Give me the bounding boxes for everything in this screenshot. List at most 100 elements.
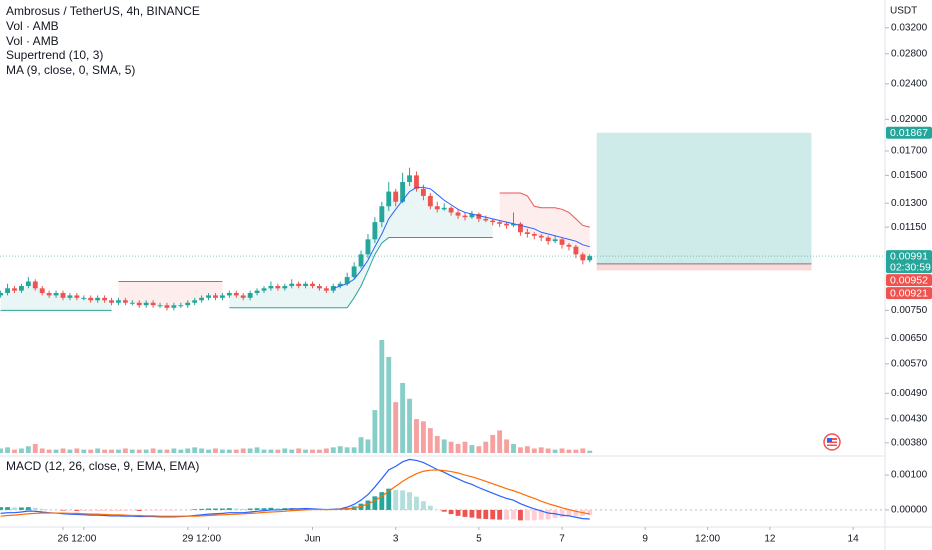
- macd-histogram-bar: [462, 509, 468, 517]
- candle-body: [74, 295, 80, 298]
- macd-histogram-bar: [393, 490, 399, 510]
- candle-body: [310, 283, 315, 287]
- macd-histogram-bar: [448, 509, 454, 515]
- macd-histogram-bar: [483, 509, 489, 519]
- volume-bar: [490, 434, 496, 453]
- macd-histogram-bar: [32, 507, 38, 510]
- volume-bar: [282, 448, 288, 453]
- y-tick-label: 0.02800: [891, 48, 928, 59]
- candle-body: [233, 293, 239, 296]
- volume-bar: [434, 436, 440, 453]
- candle-body: [372, 222, 378, 240]
- volume-bar: [462, 441, 468, 453]
- candle-body: [469, 214, 475, 218]
- macd-histogram-bar: [490, 509, 496, 520]
- x-tick-label: 26: [57, 534, 69, 545]
- candle-body: [330, 286, 336, 291]
- candle-body: [18, 286, 24, 291]
- y-tick-label: 0.02400: [891, 78, 928, 89]
- macd-histogram-bar: [427, 505, 433, 510]
- candle-body: [407, 175, 412, 182]
- volume-bar: [518, 447, 523, 453]
- y-tick-label: 0.03200: [891, 22, 928, 33]
- candle-body: [150, 302, 156, 306]
- y-tick-label: 0.01300: [891, 198, 928, 209]
- candle-body: [185, 302, 191, 306]
- macd-histogram-bar: [233, 508, 239, 510]
- flag-icon[interactable]: [823, 433, 841, 451]
- macd-histogram-bar: [573, 509, 579, 516]
- volume-bar: [323, 448, 329, 453]
- flag-canton[interactable]: [827, 438, 832, 442]
- volume-bar: [538, 447, 544, 453]
- candle-body: [476, 214, 482, 219]
- candle-body: [254, 290, 260, 294]
- volume-bar: [39, 448, 45, 453]
- candle-body: [420, 188, 426, 196]
- volume-bar: [407, 398, 412, 453]
- macd-histogram-bar: [476, 509, 482, 519]
- macd-histogram-bar: [109, 509, 114, 511]
- volume-bar: [136, 449, 142, 453]
- y-tick-label: 0.00380: [891, 437, 928, 448]
- candle-body: [261, 288, 267, 291]
- macd-histogram-bar: [102, 509, 108, 511]
- macd-histogram-bar: [0, 507, 4, 510]
- volume-bar: [268, 449, 274, 453]
- volume-bar: [289, 449, 295, 453]
- y-tick-label: 0.00490: [891, 388, 928, 399]
- macd-histogram-bar: [18, 507, 24, 510]
- macd-histogram-bar: [74, 509, 80, 511]
- candle-body: [67, 295, 73, 298]
- volume-bar: [95, 448, 101, 453]
- signal-line: [0, 469, 590, 517]
- volume-bar: [552, 449, 558, 453]
- candle-body: [157, 305, 163, 307]
- macd-histogram-bar: [171, 509, 177, 511]
- volume-bar: [379, 340, 385, 453]
- candle-body: [102, 297, 108, 301]
- candle-body: [538, 235, 544, 238]
- volume-bar: [420, 421, 426, 453]
- candle-body: [178, 305, 184, 307]
- macd-histogram-bar: [566, 509, 572, 517]
- volume-bar: [400, 382, 406, 453]
- macd-histogram-bar: [254, 508, 260, 510]
- volume-bar: [351, 447, 357, 453]
- candle-body: [317, 286, 322, 289]
- volume-bar: [150, 448, 156, 453]
- candle-body: [164, 305, 170, 308]
- candle-body: [427, 195, 433, 207]
- candle-body: [226, 293, 232, 296]
- flag-stripe[interactable]: [827, 443, 837, 445]
- macd-histogram-bar: [518, 509, 523, 521]
- price-tag-label: 0.00921: [890, 287, 928, 299]
- legend-entry: MA (9, close, 0, SMA, 5): [6, 63, 135, 77]
- macd-histogram-bar: [81, 509, 87, 511]
- macd-histogram-bar: [136, 509, 142, 511]
- candle-body: [289, 283, 295, 287]
- macd-histogram-bar: [129, 509, 135, 511]
- candle-body: [552, 239, 558, 242]
- x-tick-label: 12: [764, 534, 776, 545]
- volume-bar: [476, 446, 482, 453]
- candle-body: [441, 207, 447, 210]
- macd-histogram-bar: [5, 507, 10, 510]
- volume-bar: [81, 449, 87, 453]
- volume-bar: [157, 449, 163, 453]
- x-tick-label: 29: [182, 534, 194, 545]
- candle-body: [219, 295, 225, 298]
- candle-body: [393, 191, 399, 202]
- volume-bar: [386, 356, 392, 453]
- macd-histogram-bar: [407, 492, 412, 510]
- macd-histogram-bar: [303, 508, 309, 510]
- volume-bar: [580, 448, 586, 453]
- volume-bar: [219, 449, 225, 453]
- x-tick-label: 12:00: [71, 534, 96, 545]
- candle-body: [434, 206, 440, 210]
- candle-body: [587, 256, 593, 261]
- macd-title: MACD (12, 26, close, 9, EMA, EMA): [6, 459, 199, 473]
- macd-histogram-bar: [164, 509, 170, 511]
- supertrend-line: [229, 237, 493, 309]
- macd-histogram-bar: [420, 501, 426, 510]
